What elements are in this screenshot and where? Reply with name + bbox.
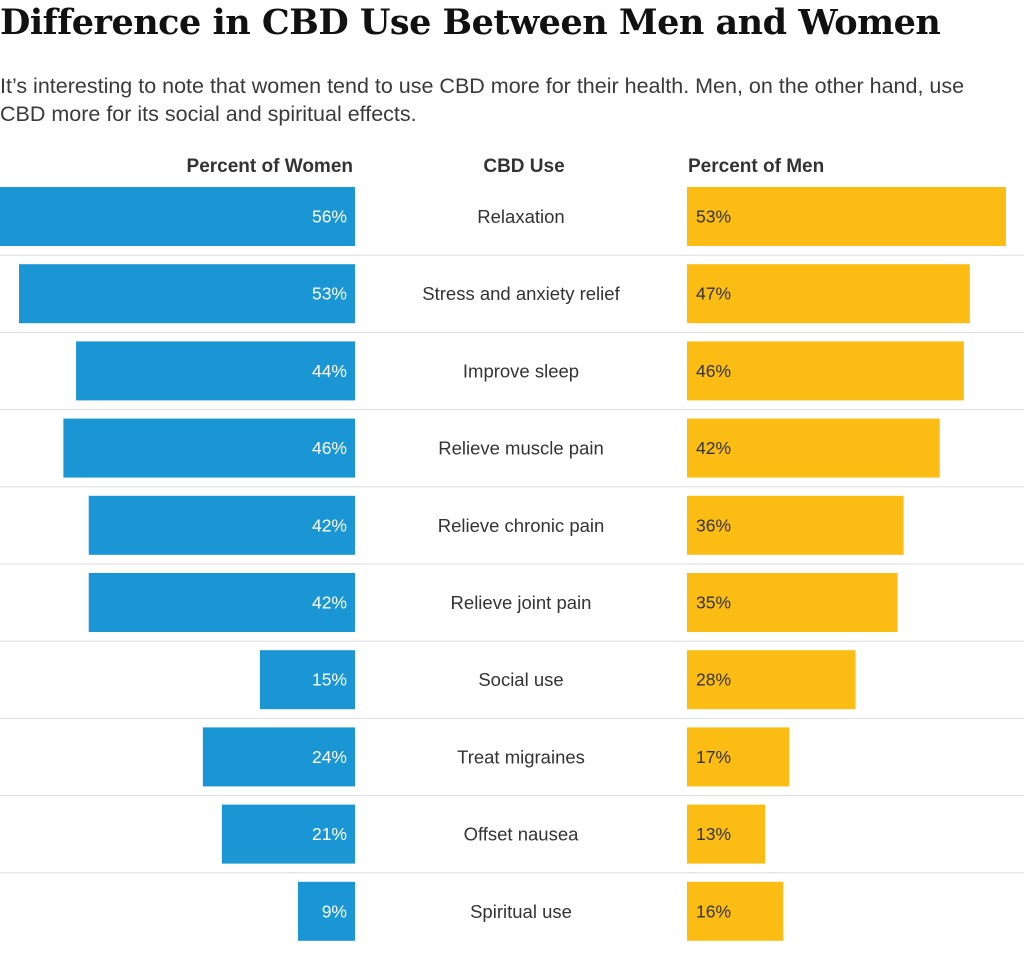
men-bar <box>687 418 940 478</box>
men-bar <box>687 264 970 324</box>
men-value-label: 28% <box>696 670 731 690</box>
men-column-header: Percent of Men <box>688 156 825 177</box>
men-value-label: 42% <box>696 438 731 458</box>
women-bar <box>19 264 356 324</box>
chart-title: Difference in CBD Use Between Men and Wo… <box>0 2 941 43</box>
category-label: Offset nausea <box>464 824 580 845</box>
women-bar <box>0 187 355 246</box>
women-value-label: 44% <box>312 361 347 381</box>
chart-subtitle: It’s interesting to note that women tend… <box>0 74 965 126</box>
women-column-header: Percent of Women <box>186 156 353 177</box>
men-bar <box>687 573 898 632</box>
category-label: Social use <box>478 669 563 690</box>
men-value-label: 35% <box>696 593 731 613</box>
category-label: Relieve muscle pain <box>438 438 604 459</box>
women-bar <box>76 341 356 401</box>
men-value-label: 46% <box>696 361 731 381</box>
women-bar <box>63 418 356 478</box>
men-bar <box>687 187 1006 246</box>
women-value-label: 24% <box>312 747 347 767</box>
men-bar <box>687 341 964 401</box>
women-bar <box>297 881 355 941</box>
men-bar <box>687 650 856 710</box>
men-bar <box>687 727 790 787</box>
women-bar <box>202 727 355 787</box>
category-label: Relaxation <box>477 206 564 227</box>
men-value-label: 17% <box>696 747 731 767</box>
women-bar <box>88 495 355 555</box>
women-value-label: 56% <box>312 207 347 227</box>
category-label: Treat migraines <box>457 746 585 767</box>
men-value-label: 53% <box>696 207 731 227</box>
category-label: Improve sleep <box>463 360 579 381</box>
women-value-label: 21% <box>312 824 347 844</box>
men-bar <box>687 804 766 864</box>
men-value-label: 16% <box>696 901 731 921</box>
women-value-label: 15% <box>312 670 347 690</box>
men-bar <box>687 495 904 555</box>
category-label: Spiritual use <box>470 901 572 922</box>
women-bar <box>88 573 355 632</box>
women-value-label: 42% <box>312 515 347 535</box>
women-value-label: 46% <box>312 438 347 458</box>
men-value-label: 13% <box>696 824 731 844</box>
category-label: Relieve joint pain <box>451 592 592 613</box>
women-bar <box>221 804 355 864</box>
cbd-use-column-header: CBD Use <box>483 156 565 177</box>
men-bar <box>687 881 784 941</box>
women-value-label: 42% <box>312 593 347 613</box>
men-value-label: 47% <box>696 284 731 304</box>
category-label: Stress and anxiety relief <box>422 283 620 304</box>
men-value-label: 36% <box>696 515 731 535</box>
category-label: Relieve chronic pain <box>438 515 605 536</box>
women-bar <box>259 650 355 710</box>
women-value-label: 53% <box>312 284 347 304</box>
women-value-label: 9% <box>322 901 347 921</box>
